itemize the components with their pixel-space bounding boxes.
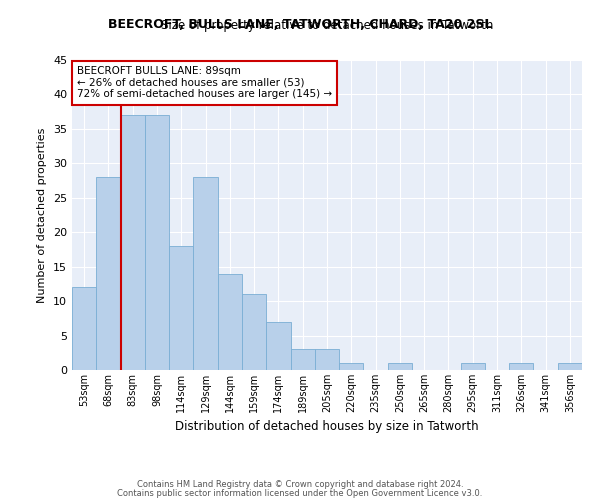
Bar [96,177,121,370]
Bar [145,115,169,370]
Text: Contains HM Land Registry data © Crown copyright and database right 2024.: Contains HM Land Registry data © Crown c… [137,480,463,489]
Bar [72,288,96,370]
Bar [339,363,364,370]
Bar [461,363,485,370]
Title: Size of property relative to detached houses in Tatworth: Size of property relative to detached ho… [161,20,493,32]
Bar [290,350,315,370]
Bar [121,115,145,370]
X-axis label: Distribution of detached houses by size in Tatworth: Distribution of detached houses by size … [175,420,479,434]
Bar [218,274,242,370]
Bar [315,350,339,370]
Bar [169,246,193,370]
Bar [242,294,266,370]
Bar [509,363,533,370]
Y-axis label: Number of detached properties: Number of detached properties [37,128,47,302]
Text: BEECROFT, BULLS LANE, TATWORTH, CHARD, TA20 2SL: BEECROFT, BULLS LANE, TATWORTH, CHARD, T… [108,18,492,30]
Bar [193,177,218,370]
Bar [558,363,582,370]
Text: BEECROFT BULLS LANE: 89sqm
← 26% of detached houses are smaller (53)
72% of semi: BEECROFT BULLS LANE: 89sqm ← 26% of deta… [77,66,332,100]
Bar [266,322,290,370]
Text: Contains public sector information licensed under the Open Government Licence v3: Contains public sector information licen… [118,488,482,498]
Bar [388,363,412,370]
